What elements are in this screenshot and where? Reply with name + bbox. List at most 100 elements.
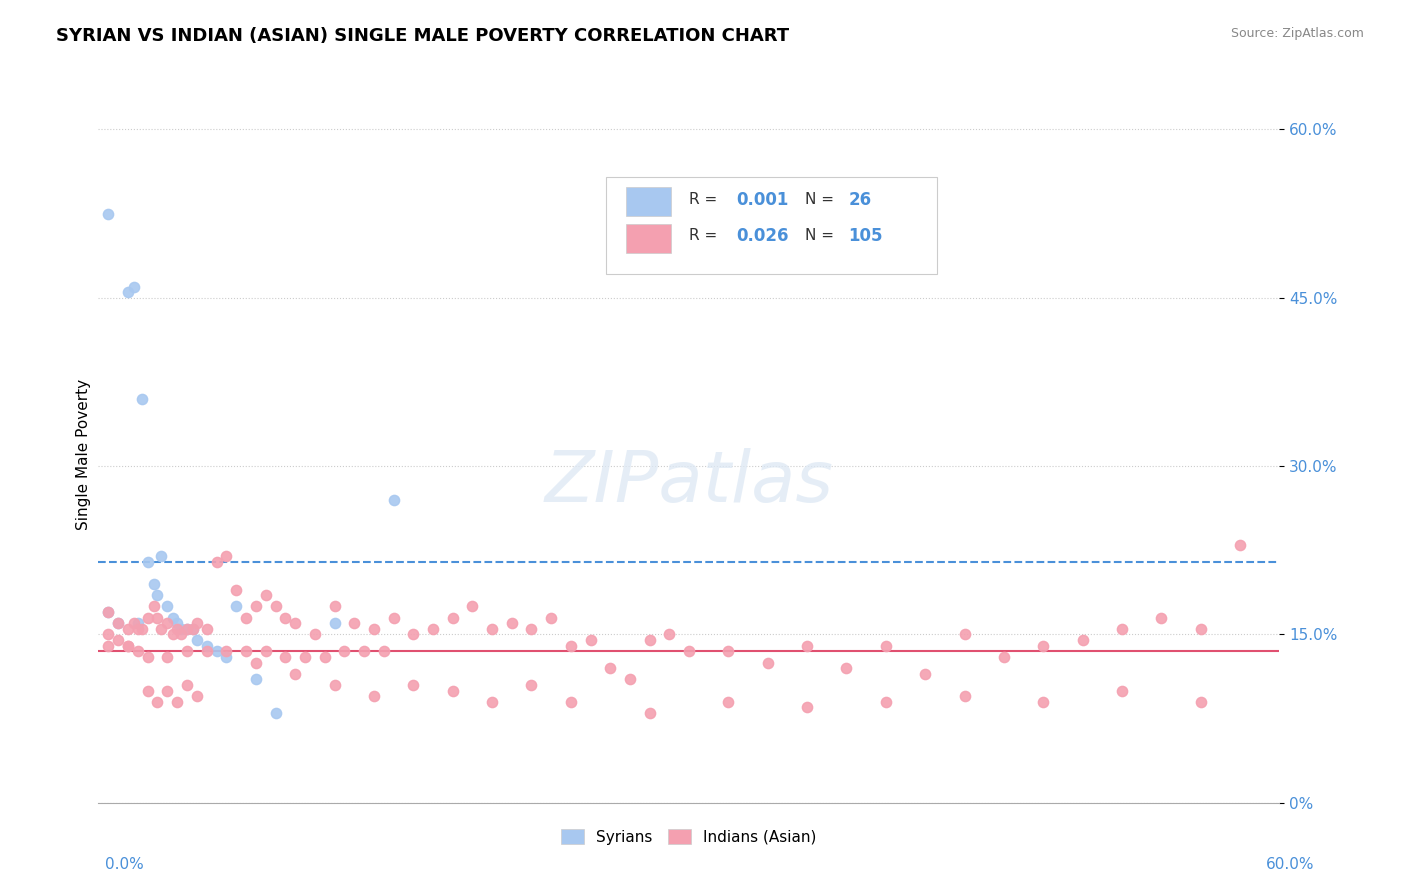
Point	[117, 639, 139, 653]
Text: Source: ZipAtlas.com: Source: ZipAtlas.com	[1230, 27, 1364, 40]
Point	[461, 599, 484, 614]
Point	[796, 639, 818, 653]
Text: 0.0%: 0.0%	[105, 857, 145, 872]
Point	[638, 633, 661, 648]
Point	[363, 622, 385, 636]
Point	[225, 582, 247, 597]
Point	[122, 279, 145, 293]
Point	[176, 622, 198, 636]
Point	[254, 588, 277, 602]
Text: R =: R =	[689, 192, 723, 207]
Point	[136, 683, 159, 698]
Point	[520, 678, 543, 692]
Point	[373, 644, 395, 658]
Point	[186, 616, 208, 631]
Point	[363, 689, 385, 703]
Point	[117, 622, 139, 636]
Point	[107, 616, 129, 631]
Point	[127, 622, 149, 636]
Point	[97, 639, 120, 653]
Point	[540, 610, 562, 624]
Text: 26: 26	[848, 191, 872, 209]
FancyBboxPatch shape	[626, 187, 671, 216]
Point	[136, 649, 159, 664]
Point	[156, 649, 179, 664]
Point	[353, 644, 375, 658]
Point	[1189, 695, 1212, 709]
Text: ZIPatlas: ZIPatlas	[544, 449, 834, 517]
Point	[1150, 610, 1173, 624]
Point	[835, 661, 858, 675]
Text: 60.0%: 60.0%	[1267, 857, 1315, 872]
Point	[162, 627, 184, 641]
Point	[117, 285, 139, 300]
Point	[914, 666, 936, 681]
Point	[186, 633, 208, 648]
Point	[127, 616, 149, 631]
Point	[131, 392, 153, 406]
Point	[131, 622, 153, 636]
Point	[717, 695, 740, 709]
Point	[422, 622, 444, 636]
Point	[254, 644, 277, 658]
Point	[235, 644, 257, 658]
Point	[993, 649, 1015, 664]
Point	[560, 695, 582, 709]
Point	[245, 673, 267, 687]
Point	[215, 549, 238, 563]
Point	[215, 649, 238, 664]
Point	[678, 644, 700, 658]
Point	[97, 207, 120, 221]
Point	[274, 649, 297, 664]
Point	[97, 605, 120, 619]
Text: N =: N =	[804, 192, 838, 207]
Point	[170, 627, 193, 641]
Point	[481, 695, 503, 709]
Point	[274, 610, 297, 624]
Point	[170, 622, 193, 636]
Point	[215, 644, 238, 658]
Point	[1032, 695, 1054, 709]
Text: 105: 105	[848, 227, 883, 244]
Point	[195, 639, 218, 653]
Point	[314, 649, 336, 664]
Point	[225, 599, 247, 614]
Point	[166, 622, 188, 636]
Point	[136, 555, 159, 569]
Point	[875, 695, 897, 709]
Point	[127, 644, 149, 658]
Point	[658, 627, 681, 641]
Y-axis label: Single Male Poverty: Single Male Poverty	[76, 379, 91, 531]
Point	[117, 639, 139, 653]
Point	[382, 610, 405, 624]
Point	[560, 639, 582, 653]
Point	[136, 610, 159, 624]
Point	[205, 555, 228, 569]
Point	[162, 610, 184, 624]
Point	[441, 610, 464, 624]
Point	[323, 616, 346, 631]
Point	[195, 622, 218, 636]
Point	[284, 666, 307, 681]
Point	[717, 644, 740, 658]
Point	[245, 599, 267, 614]
Point	[264, 599, 287, 614]
Point	[1189, 622, 1212, 636]
Point	[181, 622, 204, 636]
Point	[875, 639, 897, 653]
Point	[245, 656, 267, 670]
Point	[166, 695, 188, 709]
Point	[176, 678, 198, 692]
Point	[181, 622, 204, 636]
Point	[481, 622, 503, 636]
Text: SYRIAN VS INDIAN (ASIAN) SINGLE MALE POVERTY CORRELATION CHART: SYRIAN VS INDIAN (ASIAN) SINGLE MALE POV…	[56, 27, 789, 45]
Text: R =: R =	[689, 228, 723, 244]
Text: 0.026: 0.026	[737, 227, 789, 244]
FancyBboxPatch shape	[626, 224, 671, 253]
Point	[343, 616, 366, 631]
Point	[176, 644, 198, 658]
Point	[146, 588, 169, 602]
Point	[205, 644, 228, 658]
Point	[235, 610, 257, 624]
Point	[146, 695, 169, 709]
